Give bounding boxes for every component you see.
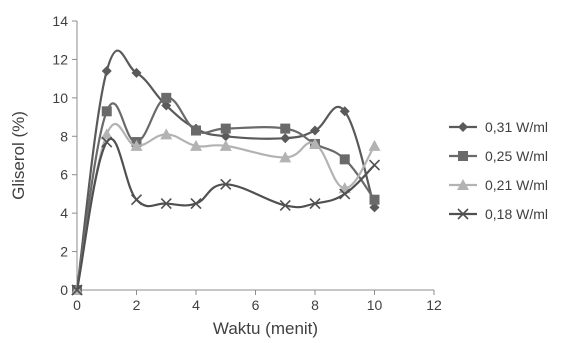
legend-label: 0,21 W/ml	[485, 177, 548, 193]
legend-item: 0,18 W/ml	[449, 206, 548, 222]
data-point	[220, 131, 231, 142]
legend-item: 0,31 W/ml	[449, 119, 548, 135]
data-point	[220, 123, 231, 134]
y-tick-label: 14	[52, 13, 68, 29]
data-point	[339, 106, 350, 117]
legend-marker	[458, 122, 468, 132]
data-point	[368, 139, 381, 151]
legend-marker	[457, 208, 469, 220]
x-tick-label: 0	[73, 297, 81, 313]
y-tick-label: 2	[60, 244, 68, 260]
y-tick-label: 12	[52, 51, 68, 67]
x-axis-label: Waktu (menit)	[213, 319, 318, 338]
x-tick-label: 2	[133, 297, 141, 313]
legend-label: 0,18 W/ml	[485, 206, 548, 222]
y-tick-label: 4	[60, 205, 68, 221]
data-point	[101, 106, 112, 117]
data-point	[339, 154, 350, 165]
x-tick-label: 6	[252, 297, 260, 313]
legend-label: 0,25 W/ml	[485, 148, 548, 164]
data-point	[339, 188, 351, 200]
data-point	[130, 194, 143, 206]
x-tick-label: 8	[311, 297, 319, 313]
series-line	[75, 137, 376, 291]
legend-item: 0,21 W/ml	[449, 177, 548, 193]
y-tick-label: 8	[60, 128, 68, 144]
data-point	[280, 123, 291, 134]
data-point	[130, 139, 143, 151]
x-tick-label: 12	[426, 297, 442, 313]
legend-item: 0,25 W/ml	[449, 148, 548, 164]
data-point	[368, 159, 381, 171]
x-tick-label: 4	[192, 297, 200, 313]
data-point	[220, 178, 232, 190]
y-tick-label: 10	[52, 90, 68, 106]
series-group	[71, 49, 381, 296]
data-point	[191, 125, 201, 136]
data-point	[310, 125, 320, 136]
data-point	[131, 67, 142, 78]
data-point	[369, 202, 380, 213]
data-point	[279, 199, 291, 212]
data-point	[161, 100, 172, 111]
data-point	[309, 197, 321, 210]
data-point	[71, 284, 83, 296]
axes: 0 2 4 6 8 10 12 14 0 2 4 6 8 10 12	[52, 13, 442, 313]
y-axis-label: Gliserol (%)	[9, 111, 28, 200]
series-2	[72, 92, 380, 295]
data-point	[279, 151, 292, 163]
series-4	[71, 136, 381, 296]
y-tick-label: 0	[60, 282, 68, 298]
data-point	[160, 128, 173, 140]
data-point	[100, 128, 113, 140]
legend-label: 0,31 W/ml	[485, 119, 548, 135]
data-point	[101, 65, 112, 76]
data-point	[190, 197, 202, 210]
legend: 0,31 W/ml 0,25 W/ml 0,21 W/ml 0,18 W/ml	[449, 119, 548, 222]
data-point	[309, 137, 321, 149]
legend-marker	[458, 151, 468, 161]
y-tick-label: 6	[60, 167, 68, 183]
series-1	[72, 49, 380, 295]
data-point	[101, 136, 113, 148]
data-point	[219, 139, 232, 151]
data-point	[190, 139, 202, 151]
x-tick-label: 10	[367, 297, 383, 313]
data-point	[280, 133, 291, 144]
legend-marker	[457, 179, 469, 190]
data-point	[161, 92, 172, 103]
data-point	[369, 194, 380, 205]
data-point	[160, 197, 172, 210]
